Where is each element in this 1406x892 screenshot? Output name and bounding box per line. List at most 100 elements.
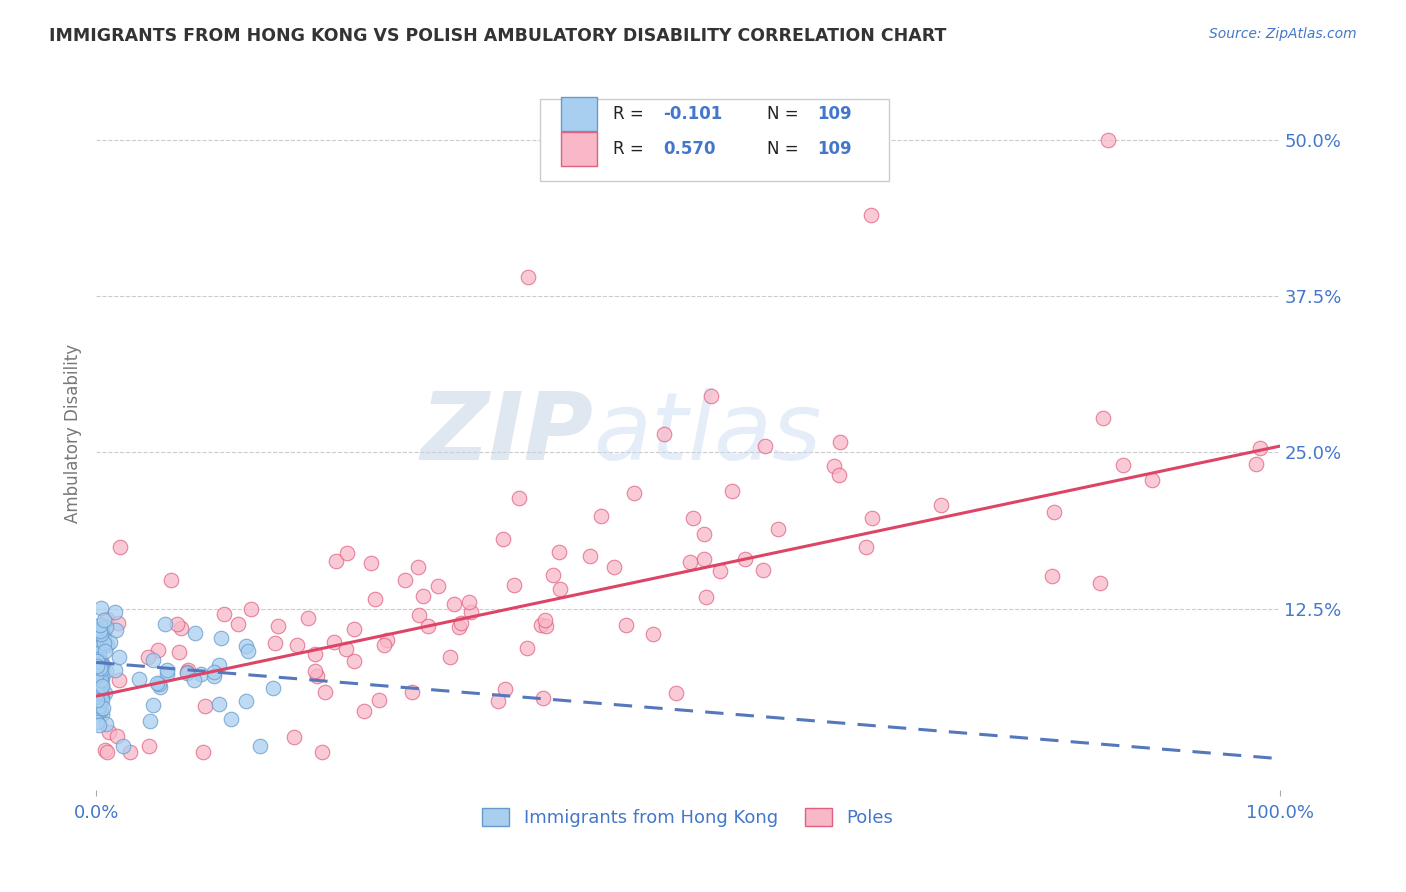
Point — [194, 699, 217, 714]
Point — [709, 564, 731, 578]
Point — [94, 716, 117, 731]
Point — [183, 673, 205, 688]
Point — [90, 706, 112, 721]
Point — [89, 718, 111, 732]
Point — [89, 662, 111, 676]
Point — [766, 522, 789, 536]
Point — [221, 712, 243, 726]
Point — [304, 647, 326, 661]
Point — [548, 582, 571, 596]
Point — [89, 660, 111, 674]
Point — [236, 644, 259, 658]
Point — [202, 665, 225, 679]
Text: R =: R = — [613, 104, 650, 123]
Point — [90, 656, 112, 670]
Point — [531, 690, 554, 705]
Point — [98, 635, 121, 649]
Point — [97, 725, 120, 739]
Point — [323, 635, 346, 649]
Point — [828, 468, 851, 483]
Point — [90, 686, 112, 700]
Point — [548, 545, 571, 559]
Point — [96, 746, 118, 760]
Point — [91, 657, 114, 671]
Point — [534, 619, 557, 633]
Point — [90, 673, 112, 687]
Point — [90, 626, 112, 640]
Point — [86, 641, 108, 656]
Point — [208, 657, 231, 672]
Point — [285, 638, 308, 652]
Point — [304, 664, 326, 678]
Point — [450, 615, 472, 630]
Point — [89, 673, 111, 687]
Point — [283, 730, 305, 744]
Point — [439, 649, 461, 664]
Point — [1040, 569, 1063, 583]
Point — [494, 682, 516, 697]
Point — [139, 714, 162, 729]
Point — [235, 639, 257, 653]
Point — [335, 642, 357, 657]
Point — [183, 625, 205, 640]
Text: N =: N = — [768, 140, 804, 159]
Point — [89, 618, 111, 632]
Point — [89, 654, 111, 668]
Point — [84, 669, 107, 683]
Point — [89, 695, 111, 709]
Text: ZIP: ZIP — [420, 388, 593, 480]
Point — [325, 554, 347, 568]
Point — [86, 679, 108, 693]
Point — [534, 613, 557, 627]
Point — [90, 668, 112, 682]
Point — [508, 491, 530, 505]
Point — [93, 613, 115, 627]
Point — [156, 667, 179, 681]
Point — [682, 510, 704, 524]
Point — [86, 670, 108, 684]
Point — [486, 693, 509, 707]
Text: R =: R = — [613, 140, 650, 159]
Point — [87, 661, 110, 675]
Text: 109: 109 — [817, 140, 852, 159]
Bar — [561, 96, 596, 131]
Point — [89, 698, 111, 713]
Point — [86, 692, 108, 706]
Point — [89, 677, 111, 691]
Point — [86, 654, 108, 668]
Point — [90, 668, 112, 682]
Point — [94, 619, 117, 633]
Point — [146, 676, 169, 690]
Point — [86, 662, 108, 676]
Point — [262, 681, 284, 696]
Point — [148, 680, 170, 694]
Point — [517, 270, 540, 285]
Point — [87, 652, 110, 666]
Point — [579, 549, 602, 564]
Point — [823, 458, 845, 473]
Point — [1140, 473, 1163, 487]
Point — [734, 552, 756, 566]
FancyBboxPatch shape — [540, 99, 889, 181]
Point — [87, 622, 110, 636]
Text: 109: 109 — [817, 104, 852, 123]
Point — [87, 672, 110, 686]
Point — [460, 606, 482, 620]
Point — [406, 560, 429, 574]
Point — [266, 619, 288, 633]
Point — [90, 671, 112, 685]
Point — [336, 546, 359, 560]
Point — [191, 746, 214, 760]
Point — [541, 567, 564, 582]
Point — [96, 612, 118, 626]
Point — [89, 659, 111, 673]
Point — [136, 649, 159, 664]
Point — [360, 556, 382, 570]
Point — [249, 739, 271, 754]
Point — [418, 618, 440, 632]
Y-axis label: Ambulatory Disability: Ambulatory Disability — [65, 344, 82, 524]
Point — [94, 743, 117, 757]
Point — [91, 690, 114, 704]
Point — [931, 499, 953, 513]
Point — [87, 683, 110, 698]
